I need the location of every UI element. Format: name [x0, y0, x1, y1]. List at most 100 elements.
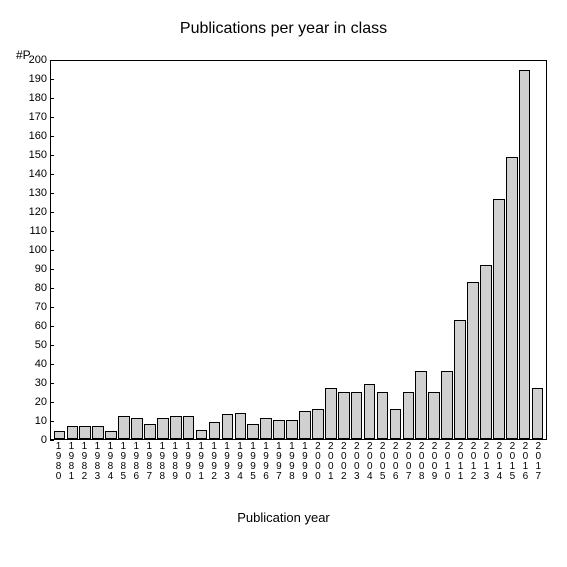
bar — [209, 422, 221, 439]
bar — [467, 282, 479, 439]
bar — [338, 392, 350, 439]
xtick-label: 1986 — [132, 442, 140, 482]
bar — [532, 388, 544, 439]
xtick-slot: 2003 — [350, 442, 363, 482]
xtick-slot: 2014 — [493, 442, 506, 482]
bar — [79, 426, 91, 439]
ytick-label: 10 — [17, 415, 47, 427]
bar — [92, 426, 104, 439]
xtick-label: 2012 — [469, 442, 477, 482]
ytick-mark — [50, 250, 54, 251]
xtick-slot: 1982 — [78, 442, 91, 482]
xtick-slot: 2010 — [441, 442, 454, 482]
bar-slot — [79, 61, 92, 439]
xtick-label: 1998 — [288, 442, 296, 482]
plot-area — [50, 60, 547, 440]
xtick-slot: 1986 — [130, 442, 143, 482]
xtick-label: 2002 — [340, 442, 348, 482]
xtick-slot: 2001 — [324, 442, 337, 482]
ytick-mark — [50, 288, 54, 289]
ytick-label: 80 — [17, 282, 47, 294]
ytick-mark — [50, 440, 54, 441]
xtick-label: 2009 — [431, 442, 439, 482]
ytick-label: 0 — [17, 434, 47, 446]
xtick-slot: 1980 — [52, 442, 65, 482]
ytick-label: 130 — [17, 187, 47, 199]
bar-slot — [143, 61, 156, 439]
ytick-label: 50 — [17, 339, 47, 351]
xtick-label: 2007 — [405, 442, 413, 482]
bar — [377, 392, 389, 439]
xtick-slot: 1985 — [117, 442, 130, 482]
bar-slot — [479, 61, 492, 439]
xtick-label: 1991 — [197, 442, 205, 482]
xtick-label: 1987 — [145, 442, 153, 482]
bar-slot — [518, 61, 531, 439]
xtick-label: 1982 — [80, 442, 88, 482]
bar — [170, 416, 182, 439]
xtick-label: 2008 — [418, 442, 426, 482]
xtick-slot: 1984 — [104, 442, 117, 482]
xtick-slot: 1994 — [234, 442, 247, 482]
xtick-label: 2006 — [392, 442, 400, 482]
bar-slot — [505, 61, 518, 439]
xtick-label: 2011 — [457, 442, 465, 482]
bar-slot — [92, 61, 105, 439]
ytick-label: 120 — [17, 206, 47, 218]
ytick-label: 150 — [17, 149, 47, 161]
bar-slot — [195, 61, 208, 439]
bar-slot — [324, 61, 337, 439]
xtick-slot: 2006 — [389, 442, 402, 482]
ytick-mark — [50, 174, 54, 175]
bar-slot — [182, 61, 195, 439]
ytick-label: 110 — [17, 225, 47, 237]
xtick-slot: 2012 — [467, 442, 480, 482]
bar — [325, 388, 337, 439]
ytick-label: 20 — [17, 396, 47, 408]
xtick-label: 1990 — [184, 442, 192, 482]
xtick-slot: 1996 — [260, 442, 273, 482]
bar-slot — [221, 61, 234, 439]
xtick-label: 2004 — [366, 442, 374, 482]
bar-slot — [454, 61, 467, 439]
bar — [403, 392, 415, 439]
x-ticks: 1980198119821983198419851986198719881989… — [50, 442, 547, 482]
xtick-label: 2005 — [379, 442, 387, 482]
ytick-label: 170 — [17, 111, 47, 123]
bar-slot — [467, 61, 480, 439]
bar-slot — [441, 61, 454, 439]
xtick-label: 1992 — [210, 442, 218, 482]
bar-slot — [299, 61, 312, 439]
xtick-slot: 1991 — [195, 442, 208, 482]
x-axis-label: Publication year — [0, 510, 567, 525]
bar — [428, 392, 440, 439]
xtick-slot: 2002 — [337, 442, 350, 482]
bar-slot — [169, 61, 182, 439]
bar — [415, 371, 427, 439]
bar-slot — [415, 61, 428, 439]
bar-slot — [234, 61, 247, 439]
bar — [312, 409, 324, 439]
xtick-label: 2016 — [521, 442, 529, 482]
xtick-slot: 1999 — [298, 442, 311, 482]
ytick-mark — [50, 421, 54, 422]
xtick-label: 1994 — [236, 442, 244, 482]
bar-slot — [389, 61, 402, 439]
xtick-label: 1993 — [223, 442, 231, 482]
bar-slot — [402, 61, 415, 439]
ytick-mark — [50, 383, 54, 384]
xtick-slot: 1993 — [221, 442, 234, 482]
xtick-slot: 1988 — [156, 442, 169, 482]
ytick-label: 190 — [17, 73, 47, 85]
bar — [454, 320, 466, 439]
bar — [390, 409, 402, 439]
bar-slot — [247, 61, 260, 439]
xtick-slot: 1981 — [65, 442, 78, 482]
xtick-label: 1999 — [301, 442, 309, 482]
bar — [273, 420, 285, 439]
ytick-mark — [50, 117, 54, 118]
bar — [441, 371, 453, 439]
bar — [493, 199, 505, 439]
ytick-label: 30 — [17, 377, 47, 389]
bar-slot — [131, 61, 144, 439]
